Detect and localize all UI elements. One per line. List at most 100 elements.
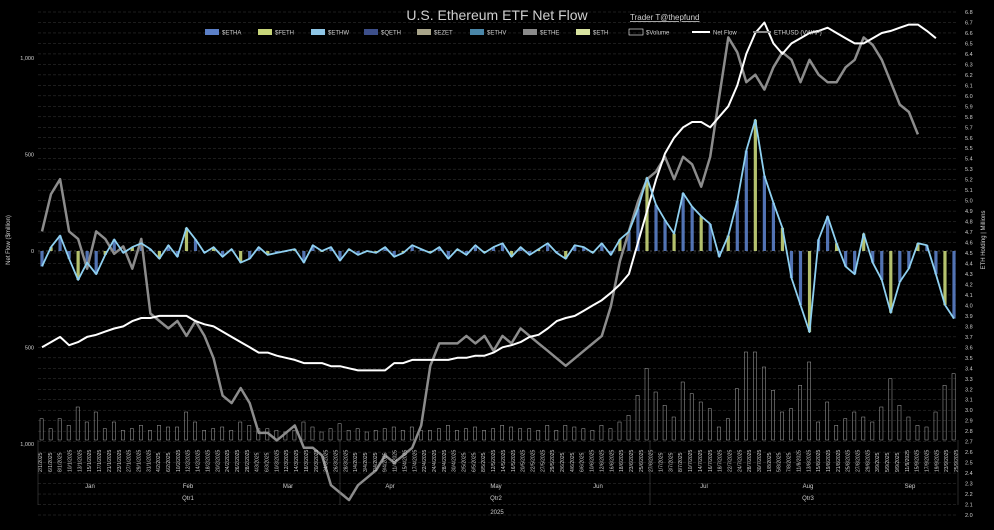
flow-bar <box>663 220 667 251</box>
quarter-label: Qtr2 <box>490 496 502 502</box>
x-date-label: 24/2/2025 <box>225 450 231 472</box>
x-date-label: 24/7/2025 <box>737 450 743 472</box>
chart-title: U.S. Ethereum ETF Net Flow <box>406 7 588 23</box>
volume-bar <box>446 425 450 441</box>
right-tick-label: 3.8 <box>965 324 973 330</box>
flow-bar <box>880 251 884 280</box>
volume-bar <box>644 368 649 441</box>
left-tick-label: 1,000 <box>20 56 34 62</box>
x-date-label: 19/9/2025 <box>934 450 940 472</box>
flow-bar <box>184 227 189 251</box>
right-tick-label: 2.9 <box>965 419 973 425</box>
volume-bar <box>861 416 866 441</box>
month-label: Jan <box>85 484 95 490</box>
volume-bar <box>391 426 396 441</box>
gridlines <box>38 11 958 516</box>
flow-bar <box>546 243 550 251</box>
volume-bars <box>39 351 956 441</box>
right-tick-label: 4.7 <box>965 230 973 236</box>
volume-bar <box>716 426 721 441</box>
volume-bar <box>500 425 504 441</box>
flow-bar <box>500 243 505 251</box>
right-tick-label: 6.4 <box>965 52 973 58</box>
legend-swatch <box>258 29 272 35</box>
x-date-label: 6/3/2025 <box>265 452 271 472</box>
month-label: Aug <box>803 484 814 490</box>
series-lines <box>40 21 955 502</box>
volume-bar <box>409 426 414 441</box>
volume-bar <box>319 431 324 441</box>
volume-bar <box>247 425 252 441</box>
x-date-label: 24/3/2025 <box>324 450 330 472</box>
right-tick-label: 6.3 <box>965 62 973 68</box>
volume-bar <box>789 408 793 441</box>
flow-bar <box>636 208 640 251</box>
right-tick-label: 6.6 <box>965 31 973 37</box>
flow-bar <box>76 251 80 280</box>
flow-bar <box>329 247 333 251</box>
volume-bar <box>599 425 604 441</box>
volume-bar <box>771 390 775 441</box>
legend-label: ETHUSD (VWAP) <box>774 31 822 37</box>
x-date-label: 29/8/2025 <box>865 450 871 472</box>
month-label: Mar <box>283 484 293 490</box>
x-date-label: 27/8/2025 <box>856 450 862 472</box>
x-date-label: 18/6/2025 <box>619 450 625 472</box>
x-date-label: 12/2/2025 <box>186 450 192 472</box>
volume-bar <box>121 430 125 441</box>
right-tick-label: 2.2 <box>965 492 973 498</box>
x-date-label: 28/4/2025 <box>442 450 448 472</box>
x-date-label: 11/9/2025 <box>905 450 911 472</box>
flow-bar <box>130 247 134 251</box>
flow-bar <box>157 251 161 259</box>
flow-bar <box>762 175 766 251</box>
flow-bar <box>889 251 893 313</box>
volume-bar <box>292 430 297 441</box>
right-tick-label: 4.5 <box>965 251 973 257</box>
axes: 6.8 6.7 6.6 6.5 6.4 6.3 6.2 6.1 6.0 5.9 5.8 5.7 5.6 5… <box>20 10 972 519</box>
legend-swatch <box>470 29 484 35</box>
right-tick-label: 4.4 <box>965 262 973 268</box>
volume-bar <box>346 430 351 441</box>
year-label: 2025 <box>490 510 504 516</box>
right-tick-label: 3.6 <box>965 345 973 351</box>
left-tick-label: 0 <box>31 249 34 255</box>
flow-bar <box>473 245 478 251</box>
right-tick-label: 6.8 <box>965 10 973 16</box>
right-tick-label: 4.3 <box>965 272 973 278</box>
volume-bar <box>626 415 631 441</box>
flow-bar <box>672 233 676 251</box>
x-date-label: 9/4/2025 <box>383 452 389 472</box>
right-axis-label: ETH Holding | Millions <box>981 211 987 270</box>
volume-bar <box>798 385 802 441</box>
flow-bar <box>464 251 468 255</box>
right-tick-label: 3.4 <box>965 366 973 372</box>
right-tick-label: 5.7 <box>965 125 973 131</box>
flow-bar <box>753 119 757 251</box>
x-date-label: 11/8/2025 <box>796 450 802 472</box>
volume-bar <box>753 351 757 441</box>
flow-bar <box>275 251 279 253</box>
flow-bar <box>573 245 577 251</box>
right-tick-label: 5.5 <box>965 146 973 152</box>
x-date-label: 1/8/2025 <box>767 452 773 472</box>
right-tick-label: 5.6 <box>965 136 973 142</box>
volume-bar <box>93 411 98 441</box>
flow-bar <box>600 243 604 251</box>
flow-bar <box>509 251 514 257</box>
right-tick-label: 4.1 <box>965 293 973 299</box>
volume-bar <box>852 411 857 441</box>
volume-bar <box>166 426 170 441</box>
legend-label: $QETH <box>381 31 401 37</box>
volume-bar <box>635 395 640 441</box>
right-tick-label: 5.2 <box>965 178 973 184</box>
volume-bar <box>879 406 884 441</box>
right-tick-label: 5.3 <box>965 167 973 173</box>
flow-bar <box>58 235 62 251</box>
flow-bar <box>726 235 730 251</box>
x-date-label: 29/5/2025 <box>550 450 556 472</box>
volume-bar <box>66 425 71 441</box>
volume-bar <box>825 401 830 441</box>
x-date-label: 7/4/2025 <box>373 452 379 472</box>
